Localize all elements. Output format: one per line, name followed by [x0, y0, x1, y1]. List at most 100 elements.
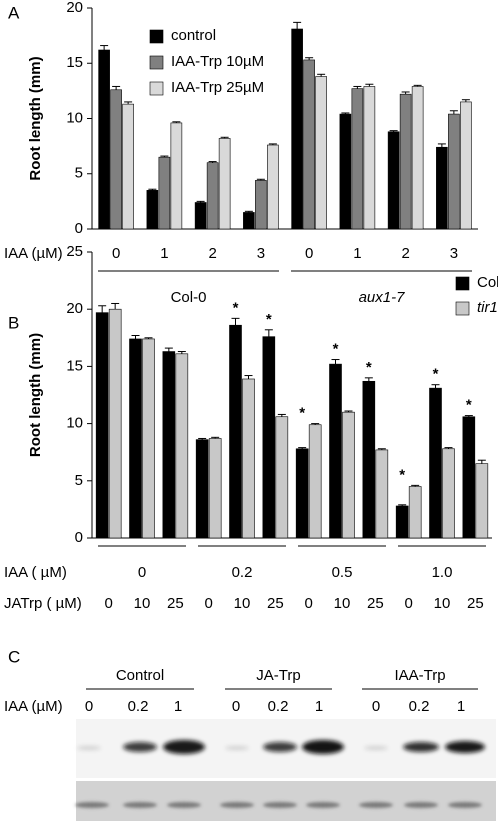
bar [291, 28, 303, 230]
blot-lane-label: 1 [315, 698, 323, 715]
bar [158, 156, 171, 230]
bar [408, 486, 422, 539]
group-label: 1.0 [432, 564, 453, 581]
y-tick-label: 0 [75, 220, 83, 237]
group-label: aux1-7 [359, 289, 406, 306]
legend-swatch [149, 29, 164, 44]
group-label: Col-0 [171, 289, 207, 306]
bar [194, 202, 207, 230]
x-axis-label: JATrp ( µM) [4, 595, 82, 612]
bar [122, 103, 134, 230]
significance-marker: * [266, 311, 272, 328]
x-tick-label: 10 [434, 595, 451, 612]
bar [429, 387, 442, 539]
blot-lane-label: 0.2 [409, 698, 430, 715]
x-tick-label: 3 [257, 245, 265, 262]
y-tick-label: 10 [66, 415, 83, 432]
bar [339, 113, 352, 230]
bar [218, 138, 231, 230]
x-tick-label: 10 [334, 595, 351, 612]
group-label: 0 [138, 564, 146, 581]
x-tick-label: 3 [450, 245, 458, 262]
bar [262, 336, 276, 539]
bar [242, 378, 255, 539]
blot-lane-label: 0.2 [128, 698, 149, 715]
bar [142, 338, 155, 539]
legend-label: IAA-Trp 10µM [171, 53, 264, 70]
panel-label: C [8, 647, 20, 666]
bar [448, 113, 460, 230]
bar [375, 449, 389, 539]
bar [243, 212, 255, 230]
y-tick-label: 5 [75, 165, 83, 182]
x-tick-label: 1 [353, 245, 361, 262]
group-axis-label: IAA ( µM) [4, 564, 67, 581]
bar [387, 131, 400, 230]
bar [208, 438, 222, 539]
bar [475, 463, 489, 539]
bar [442, 448, 455, 539]
panel-label: A [8, 3, 20, 22]
bar [108, 308, 122, 539]
legend-swatch [149, 81, 164, 96]
legend-label: control [171, 27, 216, 44]
bar [315, 76, 327, 230]
significance-marker: * [366, 359, 372, 376]
bar [460, 101, 472, 230]
bar [255, 180, 267, 230]
significance-marker: * [333, 341, 339, 358]
bar [329, 363, 342, 539]
panel-label: B [8, 313, 19, 332]
group-label: 0.5 [332, 564, 353, 581]
bar [175, 353, 189, 539]
bar [303, 59, 315, 230]
y-tick-label: 15 [66, 54, 83, 71]
blot-image [75, 719, 496, 821]
bar [395, 505, 409, 539]
bar [162, 351, 176, 539]
legend-label: IAA-Trp 25µM [171, 79, 264, 96]
bar [411, 86, 424, 230]
y-tick-label: 0 [75, 529, 83, 546]
blot-axis-label: IAA (µM) [4, 698, 63, 715]
bar [399, 93, 412, 230]
significance-marker: * [233, 299, 239, 316]
x-tick-label: 2 [401, 245, 409, 262]
x-tick-label: 10 [134, 595, 151, 612]
x-tick-label: 0 [204, 595, 212, 612]
significance-marker: * [399, 466, 405, 483]
legend-swatch [455, 301, 470, 316]
x-tick-label: 0 [305, 245, 313, 262]
y-tick-label: 10 [66, 109, 83, 126]
bar [363, 86, 376, 230]
bar [206, 162, 219, 230]
bar [170, 122, 183, 230]
x-tick-label: 0 [304, 595, 312, 612]
legend-label: tir1 [477, 299, 498, 316]
bar [436, 146, 448, 230]
bar [98, 49, 110, 230]
x-tick-label: 25 [467, 595, 484, 612]
blot-group-label: IAA-Trp [394, 667, 445, 684]
bar [267, 144, 279, 230]
bar [295, 448, 309, 539]
bar [146, 190, 159, 230]
blot-group-label: JA-Trp [256, 667, 300, 684]
significance-marker: * [433, 366, 439, 383]
bar [129, 338, 142, 539]
bar [95, 312, 109, 539]
x-tick-label: 0 [112, 245, 120, 262]
x-tick-label: 25 [367, 595, 384, 612]
x-axis-label: IAA (µM) [4, 245, 63, 262]
bar [351, 88, 364, 230]
blot-group-label: Control [116, 667, 164, 684]
legend-swatch [149, 55, 164, 70]
x-tick-label: 10 [234, 595, 251, 612]
blot-lane-label: 1 [457, 698, 465, 715]
bar [195, 439, 209, 539]
bar [110, 89, 122, 230]
legend-swatch [455, 276, 470, 291]
bar [342, 411, 355, 539]
y-tick-label: 25 [66, 243, 83, 260]
x-tick-label: 0 [404, 595, 412, 612]
